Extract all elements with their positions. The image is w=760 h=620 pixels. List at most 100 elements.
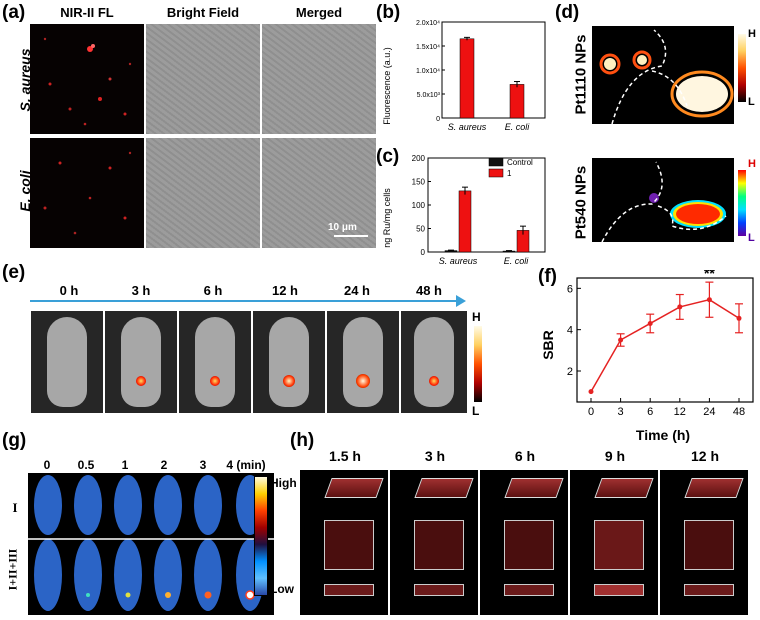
- chart-c-legend-swatch: [488, 157, 504, 167]
- g-colorbar: [254, 476, 268, 596]
- mouse-body-12h: [269, 317, 309, 407]
- panel-b-label: (b): [376, 2, 401, 23]
- chart-b-ylabel: Fluorescence (a.u.): [382, 47, 392, 125]
- colorbar-pt1110: [738, 34, 746, 102]
- h-3d-volume: [324, 478, 384, 498]
- panel-d-label: (d): [555, 2, 580, 23]
- chart-c-xtick-label: S. aureus: [439, 256, 478, 266]
- scale-bar-label: 10 μm: [328, 222, 357, 233]
- chart-f-ylabel: SBR: [540, 330, 556, 360]
- h-xz-slice: [684, 584, 734, 596]
- g-time-0-5: 0.5: [77, 458, 95, 472]
- chart-f-xtick-label: 12: [674, 406, 686, 418]
- time-label-12h: 12 h: [271, 283, 298, 298]
- g-time-1: 1: [121, 458, 129, 472]
- chart-f-annotation: **: [704, 270, 715, 281]
- row-label-pt1110: Pt1110 NPs: [572, 34, 590, 115]
- mouse-image-48h: [400, 310, 468, 414]
- chart-f-xtick-label: 3: [618, 406, 624, 418]
- g-mice: [28, 475, 274, 611]
- image-merged-e-coli: 10 μm: [262, 138, 376, 248]
- g-time-0: 0: [43, 458, 51, 472]
- mouse-body-0h: [47, 317, 87, 407]
- panel-a-label: (a): [2, 2, 26, 23]
- colorbar-pt1110-high: H: [748, 28, 756, 40]
- h-xy-slice: [504, 520, 554, 570]
- chart-f-point: [706, 297, 712, 303]
- image-nir-e-coli: [30, 138, 144, 248]
- col-header-bright-field: Bright Field: [166, 5, 240, 20]
- mouse-image-0h: [30, 310, 104, 414]
- chart-b-ytick-label: 1.0x10⁴: [416, 68, 440, 75]
- chart-c-ytick-label: 50: [416, 225, 425, 234]
- time-label-6h: 6 h: [203, 283, 223, 298]
- colorbar-pt540: [738, 170, 746, 236]
- chart-c-legend-label: 1: [507, 169, 512, 178]
- mouse-image-24h: [326, 310, 400, 414]
- timeline-arrow-head: [456, 295, 466, 307]
- chart-c: ng Ru/mg cells 0 50 100 150 200 S. aureus E. …: [382, 154, 546, 266]
- g-row-label-i-ii-iii: I+II+III: [5, 548, 20, 591]
- time-label-48h: 48 h: [415, 283, 442, 298]
- row-label-pt540: Pt540 NPs: [572, 165, 590, 240]
- pt540-signal: [601, 161, 727, 243]
- image-bright-e-coli: [146, 138, 260, 248]
- chart-b-ytick-label: 1.5x10⁴: [416, 44, 440, 51]
- panel-h-label: (h): [290, 430, 315, 451]
- chart-f-xlabel: Time (h): [636, 427, 690, 443]
- h-xy-slice: [324, 520, 374, 570]
- col-header-nir: NIR-II FL: [60, 5, 114, 20]
- image-bright-s-aureus: [146, 24, 260, 134]
- chart-c-ytick-label: 200: [412, 154, 426, 163]
- colorbar-e-high: H: [472, 310, 481, 324]
- col-header-merged: Merged: [295, 5, 343, 20]
- chart-b-ytick-label: 2.0x10⁴: [416, 20, 440, 27]
- h-3d-volume: [414, 478, 474, 498]
- g-colorbar-low: Low: [270, 582, 294, 596]
- time-label-3h: 3 h: [131, 283, 151, 298]
- signal-spot-12h: [283, 375, 295, 387]
- h-xz-slice: [504, 584, 554, 596]
- pt1110-signal: [599, 29, 734, 125]
- chart-f-xtick-label: 0: [588, 406, 594, 418]
- chart-c-legend-swatch: [488, 168, 504, 178]
- chart-c-legend-label: Control: [507, 158, 533, 167]
- chart-b-xtick-label: S. aureus: [448, 122, 487, 132]
- h-xy-slice: [594, 520, 644, 570]
- colorbar-pt1110-low: L: [748, 96, 755, 108]
- signal-spot-3h: [136, 376, 146, 386]
- chart-b-ytick-label: 0: [436, 116, 440, 123]
- mouse-body-6h: [195, 317, 235, 407]
- chart-b-frame: [441, 21, 546, 119]
- g-colorbar-high: High: [270, 476, 297, 490]
- g-time-2: 2: [160, 458, 168, 472]
- chart-f-point: [647, 320, 653, 326]
- chart-f-point: [677, 304, 683, 310]
- chart-b-ytick-label: 5.0x10³: [417, 92, 441, 99]
- g-image-grid: [28, 473, 274, 615]
- row-label-pt1110-wrap: Pt1110 NPs: [570, 22, 592, 132]
- h-time-label: 12 h: [690, 448, 719, 464]
- h-3d-volume: [684, 478, 744, 498]
- chart-f-line: [590, 298, 740, 393]
- colorbar-pt540-high: H: [748, 158, 756, 170]
- chart-f-point: [618, 337, 624, 343]
- h-xz-slice: [594, 584, 644, 596]
- scale-bar: [334, 235, 368, 237]
- chart-f-xtick-label: 48: [733, 406, 745, 418]
- mouse-image-12h: [252, 310, 326, 414]
- timeline-arrow-line: [30, 300, 460, 302]
- chart-b: Fluorescence (a.u.) 0 5.0x10³ 1.0x10⁴ 1.5x1…: [382, 20, 546, 132]
- chart-c-xtick-label: E. coli: [504, 256, 530, 266]
- mouse-image-6h: [178, 310, 252, 414]
- colorbar-pt540-low: L: [748, 232, 755, 244]
- chart-f: SBR Time (h) 246 0 3 6 12 24 48 **: [540, 270, 754, 443]
- chart-b-bar: [509, 84, 525, 119]
- chart-c-bar-treated: [458, 190, 472, 253]
- h-xz-slice: [414, 584, 464, 596]
- panel-g-label: (g): [2, 430, 27, 451]
- time-label-0h: 0 h: [59, 283, 79, 298]
- signal-spot-48h: [429, 376, 439, 386]
- colorbar-e-low: L: [472, 404, 480, 418]
- signal-spot-6h: [210, 376, 220, 386]
